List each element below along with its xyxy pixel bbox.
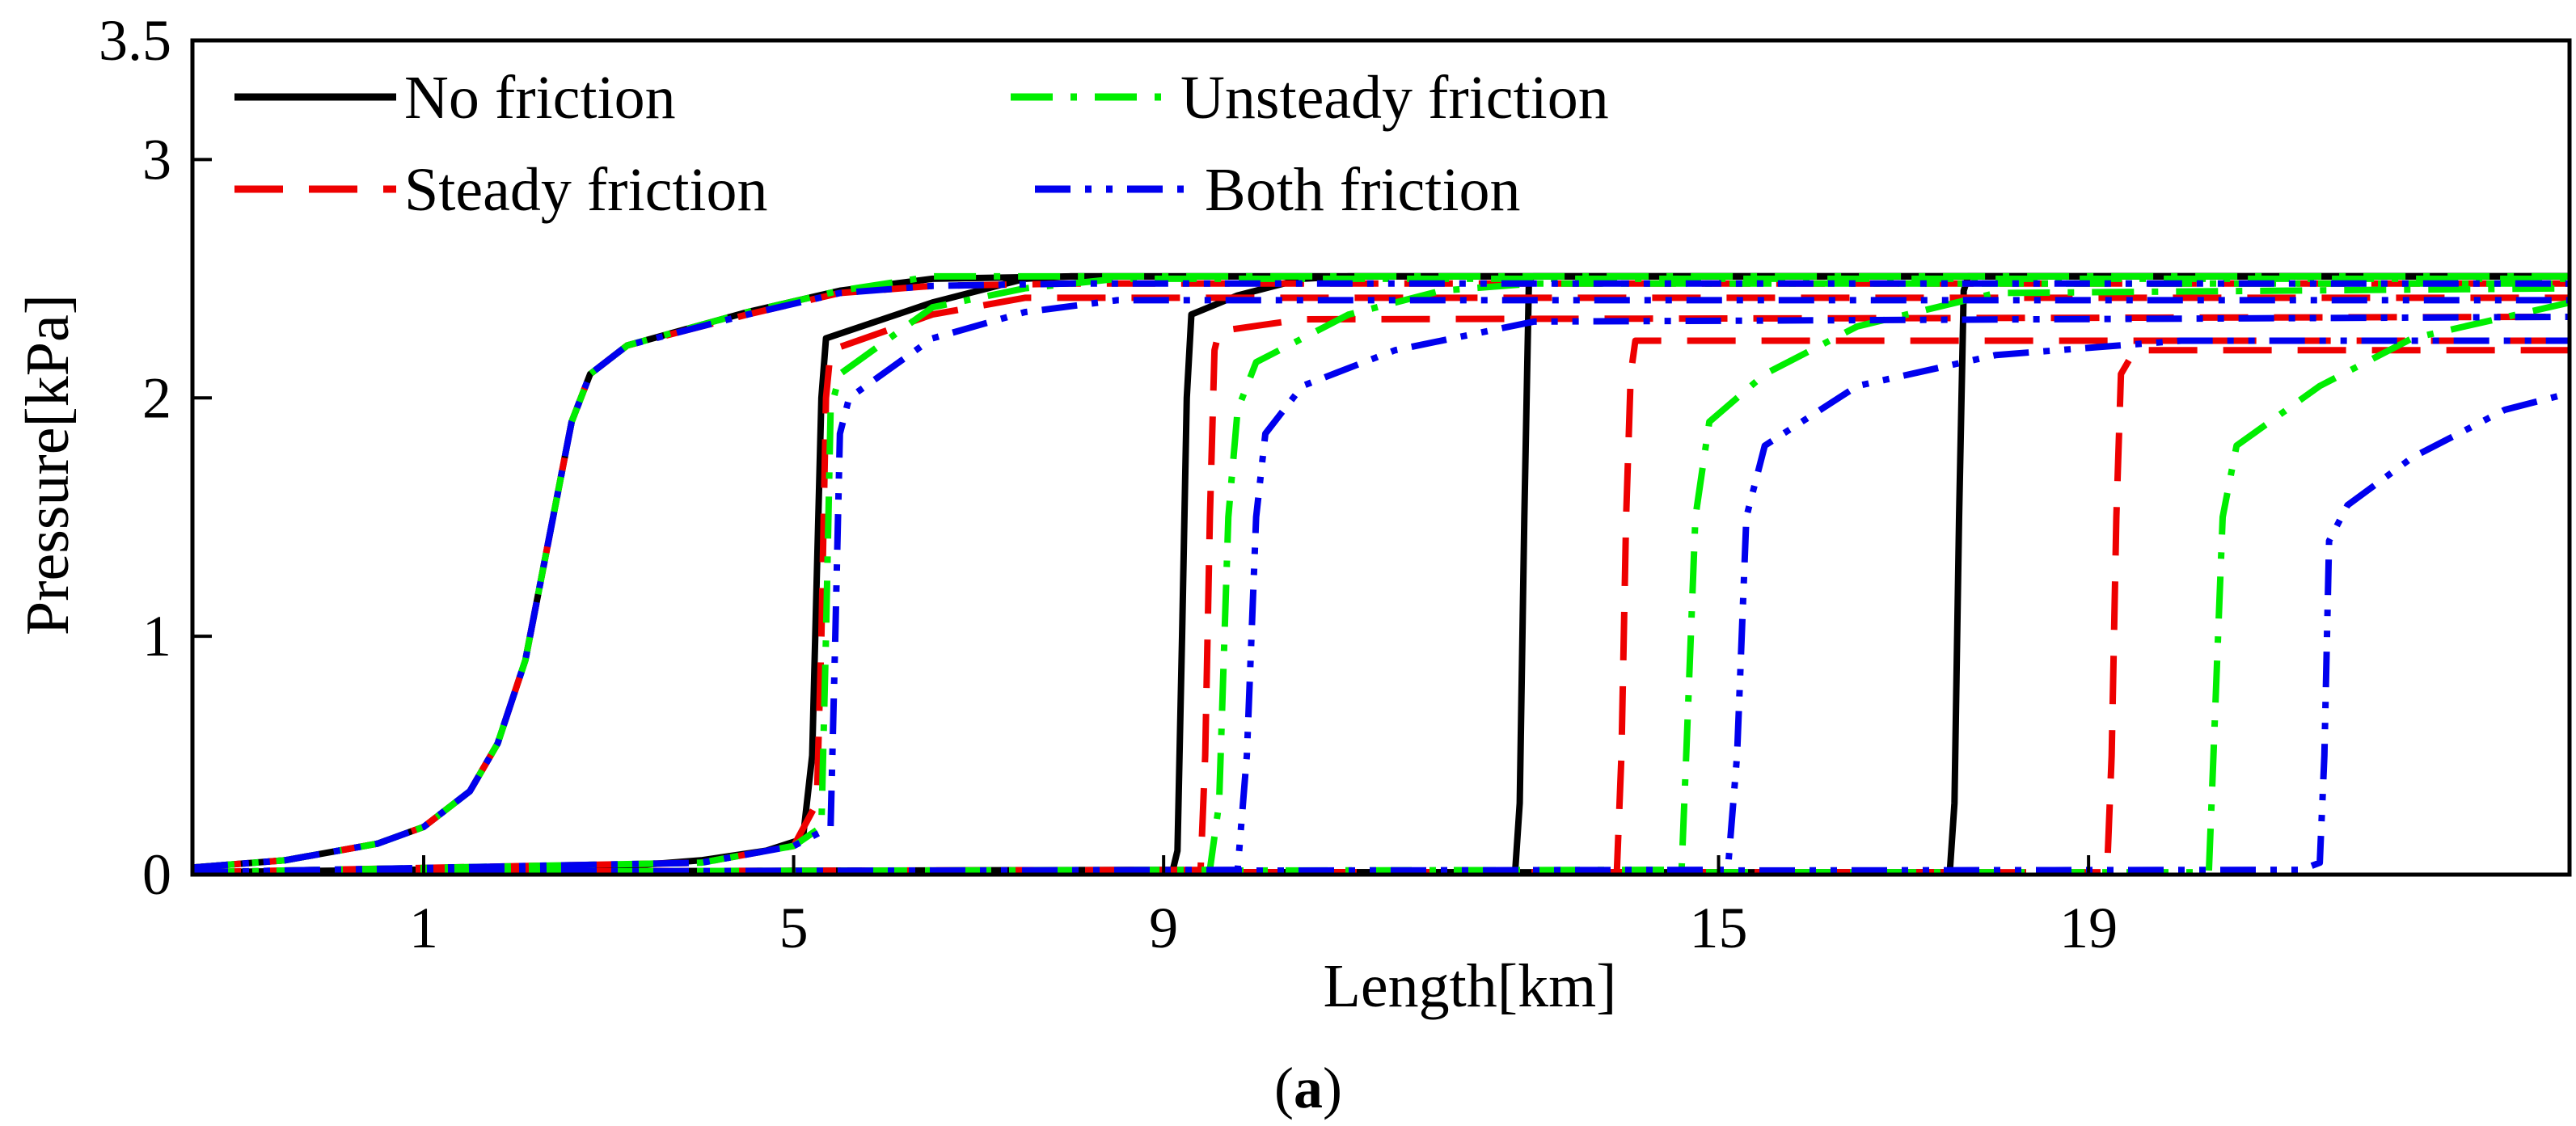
x-tick-label: 1 (409, 896, 438, 960)
both-friction-curve-3 (192, 314, 2570, 875)
x-tick-label: 5 (779, 896, 809, 960)
x-axis-title: Length[km] (1323, 952, 1616, 1020)
y-tick-label: 1 (142, 604, 171, 668)
y-axis-title: Pressure[kPa] (14, 294, 82, 635)
x-tick-label: 9 (1149, 896, 1178, 960)
legend-label-no-friction: No friction (404, 64, 676, 132)
both-friction-curve-2 (192, 297, 2570, 875)
y-tick-label: 3.5 (99, 8, 171, 73)
both-friction-curve-1 (192, 280, 2570, 871)
steady-friction-curve-4 (192, 337, 2570, 875)
x-axis-ticks: 1 5 9 15 19 (409, 855, 2118, 960)
plot-frame (190, 38, 2572, 877)
unsteady-friction-curve-4 (192, 285, 2570, 875)
x-tick-label: 15 (1690, 896, 1748, 960)
unsteady-friction-curve-3 (192, 280, 2570, 875)
legend-label-steady-friction: Steady friction (404, 156, 768, 224)
figure-caption: (a) (1274, 1056, 1342, 1120)
y-axis-ticks: 0 1 2 3 3.5 (99, 8, 212, 907)
both-friction-curve-4 (192, 337, 2570, 875)
legend-label-unsteady-friction: Unsteady friction (1180, 64, 1609, 132)
y-tick-label: 3 (142, 127, 171, 192)
both-friction-curve-5 (192, 390, 2570, 875)
steady-friction-curve-5 (192, 347, 2570, 875)
y-tick-label: 0 (142, 842, 171, 907)
legend: No friction Unsteady friction Steady frict… (234, 64, 1609, 224)
plot-lines (192, 272, 2570, 875)
x-tick-label: 19 (2059, 896, 2118, 960)
steady-friction-curve-3 (192, 314, 2570, 875)
unsteady-friction-curve-5 (192, 299, 2570, 875)
legend-label-both-friction: Both friction (1205, 156, 1521, 224)
y-tick-label: 2 (142, 365, 171, 430)
